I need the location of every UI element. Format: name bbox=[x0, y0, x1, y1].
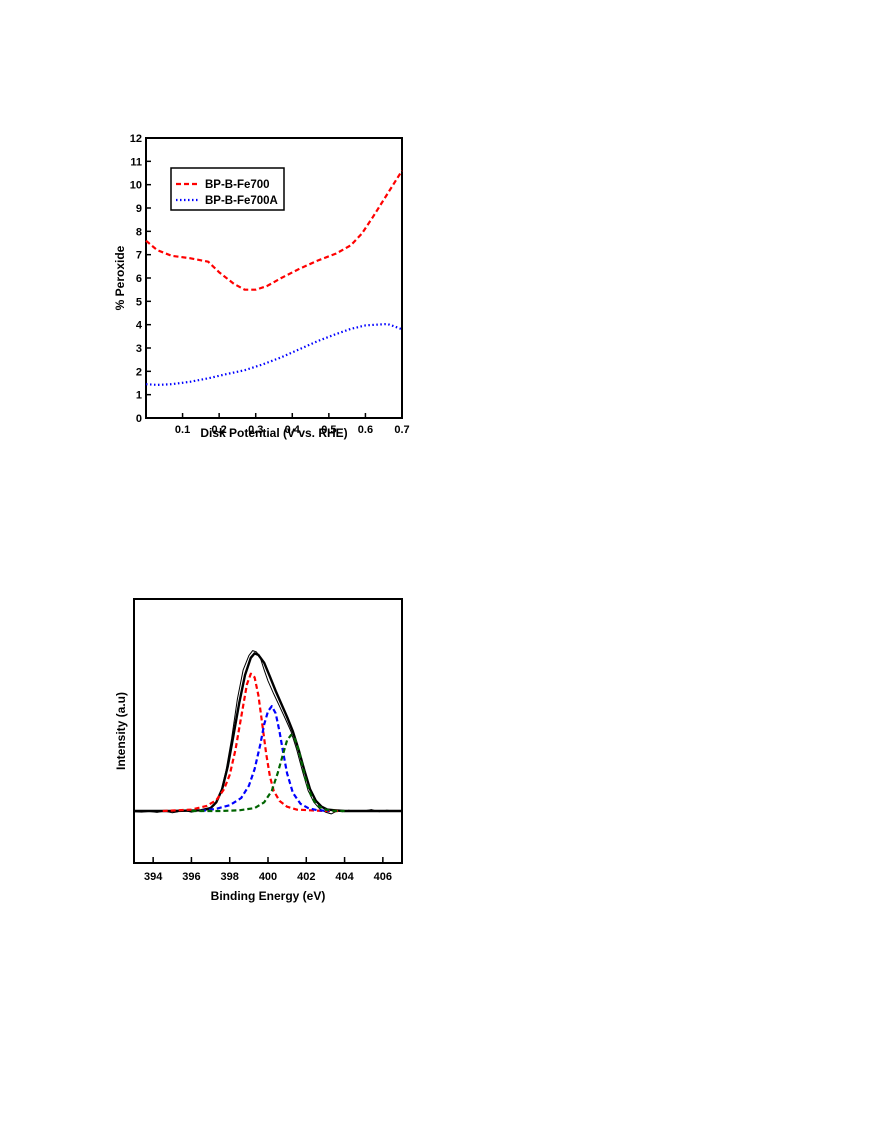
peroxide-x-axis-title: Disk Potential (V vs. RHE) bbox=[200, 426, 347, 440]
peroxide-series bbox=[145, 170, 403, 386]
xps-chart: 394 396 398 400 402 404 406 Binding Energy (eV… bbox=[114, 598, 403, 903]
series-line-component-fit-3 bbox=[191, 733, 345, 813]
x-tick-label: 0.6 bbox=[358, 424, 373, 436]
x-tick-label: 398 bbox=[221, 871, 239, 883]
y-tick-label: 8 bbox=[136, 226, 142, 238]
xps-y-axis-title: Intensity (a.u) bbox=[114, 692, 128, 770]
y-tick-label: 9 bbox=[136, 203, 142, 215]
y-tick-label: 4 bbox=[136, 320, 143, 332]
peroxide-y-axis-title: % Peroxide bbox=[113, 245, 127, 310]
y-tick-label: 6 bbox=[136, 273, 142, 285]
x-tick-label: 0.2 bbox=[211, 424, 226, 436]
xps-x-axis-title: Binding Energy (eV) bbox=[211, 889, 326, 903]
x-tick-label: 0.3 bbox=[248, 424, 263, 436]
legend-label-bp-b-fe700a: BP-B-Fe700A bbox=[205, 195, 278, 207]
peroxide-legend: BP-B-Fe700 BP-B-Fe700A bbox=[170, 167, 285, 211]
x-tick-label: 402 bbox=[297, 871, 315, 883]
x-tick-label: 0.4 bbox=[285, 424, 301, 436]
x-tick-label: 0.5 bbox=[321, 424, 336, 436]
x-tick-label: 0.7 bbox=[394, 424, 409, 436]
y-tick-label: 10 bbox=[130, 180, 142, 192]
xps-ticks: 394 396 398 400 402 404 406 bbox=[144, 857, 392, 883]
x-tick-label: 404 bbox=[335, 871, 354, 883]
x-tick-label: 400 bbox=[259, 871, 277, 883]
y-tick-label: 12 bbox=[130, 133, 142, 145]
y-tick-label: 2 bbox=[136, 366, 142, 378]
y-tick-label: 5 bbox=[136, 296, 142, 308]
x-tick-label: 396 bbox=[182, 871, 200, 883]
x-tick-label: 394 bbox=[144, 871, 163, 883]
legend-label-bp-b-fe700: BP-B-Fe700 bbox=[205, 179, 270, 191]
xps-plot-frame bbox=[133, 598, 403, 864]
y-tick-label: 1 bbox=[136, 390, 142, 402]
series-line-component-fit-1 bbox=[162, 672, 341, 813]
x-tick-label: 406 bbox=[374, 871, 392, 883]
xps-series bbox=[133, 650, 403, 815]
y-tick-label: 7 bbox=[136, 250, 142, 262]
y-tick-label: 3 bbox=[136, 343, 142, 355]
legend-box bbox=[170, 167, 285, 211]
x-tick-label: 0.1 bbox=[175, 424, 190, 436]
y-tick-label: 11 bbox=[130, 156, 142, 168]
y-tick-label: 0 bbox=[136, 413, 142, 425]
series-line-bp-b-fe700a bbox=[145, 322, 403, 386]
series-line-bp-b-fe700 bbox=[145, 170, 403, 291]
series-line-component-fit-2 bbox=[200, 705, 330, 813]
series-line-envelope-fit bbox=[134, 652, 402, 813]
